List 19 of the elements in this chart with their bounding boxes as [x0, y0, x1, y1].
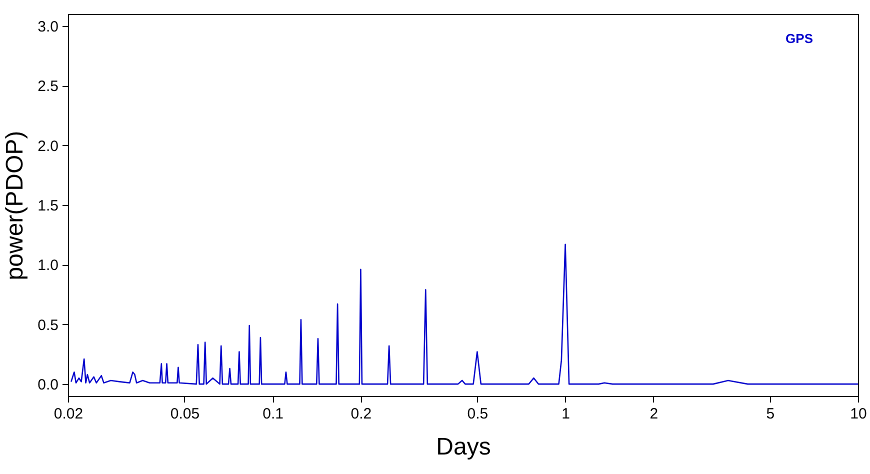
text: GPS: [786, 31, 814, 46]
x-tick-label: 5: [766, 406, 775, 422]
x-tick-label: 0.1: [262, 406, 284, 422]
y-tick-label: 1.5: [38, 198, 58, 214]
x-tick-label: 1: [562, 406, 570, 422]
x-tick-label: 0.05: [170, 406, 200, 422]
y-tick-label: 1.0: [38, 257, 58, 274]
y-axis-title: power(PDOP): [2, 130, 29, 280]
x-tick-label: 0.02: [54, 406, 84, 422]
y-tick-label: 2.5: [38, 78, 58, 96]
x-axis-title: Days: [436, 434, 491, 460]
x-tick-label: 0.5: [467, 406, 488, 422]
x-tick-label: 0.2: [350, 406, 372, 422]
y-tick-label: 3.0: [38, 18, 58, 36]
x-tick-label: 10: [850, 406, 867, 422]
y-tick-label: 0.0: [38, 376, 58, 394]
y-tick-label: 0.5: [38, 316, 58, 334]
x-tick-label: 2: [650, 406, 658, 422]
y-tick-label: 2.0: [38, 138, 58, 155]
